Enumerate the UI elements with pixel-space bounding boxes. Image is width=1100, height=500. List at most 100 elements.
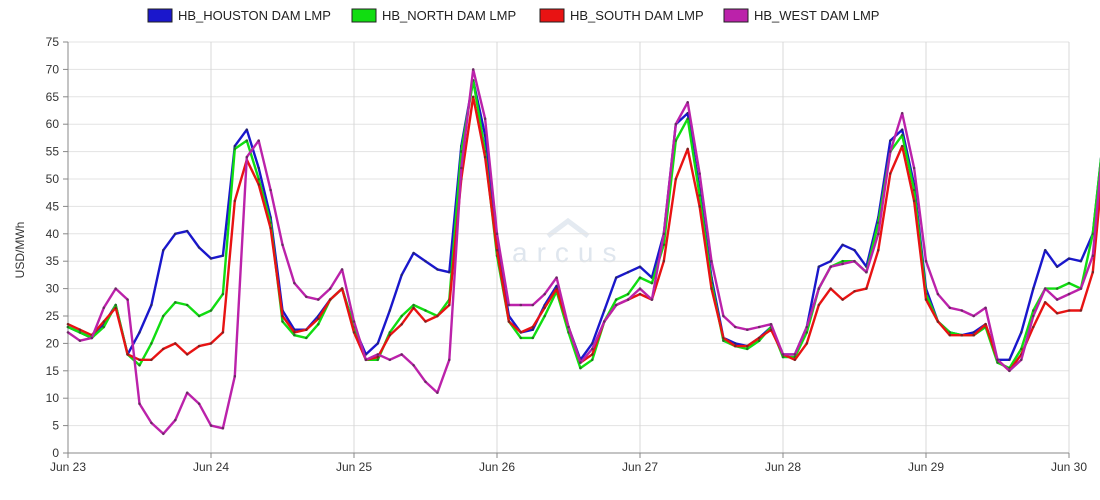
data-point[interactable] — [150, 342, 153, 345]
data-point[interactable] — [78, 331, 82, 334]
data-point[interactable] — [793, 358, 797, 362]
data-point[interactable] — [710, 287, 713, 290]
data-point[interactable] — [424, 380, 427, 384]
data-point[interactable] — [293, 333, 296, 337]
data-point[interactable] — [162, 347, 165, 351]
data-point[interactable] — [1020, 331, 1023, 334]
data-point[interactable] — [650, 281, 654, 285]
series-line[interactable] — [66, 95, 1100, 385]
data-point[interactable] — [245, 155, 249, 159]
data-point[interactable] — [757, 336, 761, 340]
data-point[interactable] — [78, 328, 82, 332]
data-point[interactable] — [257, 177, 261, 181]
data-point[interactable] — [722, 314, 725, 318]
data-point[interactable] — [1091, 254, 1095, 257]
data-point[interactable] — [209, 424, 213, 427]
data-point[interactable] — [543, 306, 546, 310]
data-point[interactable] — [1067, 257, 1071, 260]
data-point[interactable] — [674, 177, 678, 181]
data-point[interactable] — [781, 355, 785, 359]
data-point[interactable] — [841, 259, 844, 263]
data-point[interactable] — [317, 317, 320, 321]
data-point[interactable] — [185, 303, 189, 307]
data-point[interactable] — [197, 402, 201, 406]
data-point[interactable] — [221, 254, 225, 257]
data-point[interactable] — [400, 273, 404, 277]
data-point[interactable] — [293, 331, 296, 334]
data-point[interactable] — [531, 325, 535, 329]
data-point[interactable] — [197, 246, 201, 249]
data-point[interactable] — [257, 139, 261, 142]
data-point[interactable] — [162, 432, 165, 436]
data-point[interactable] — [591, 353, 594, 356]
data-point[interactable] — [865, 270, 868, 274]
data-point[interactable] — [591, 358, 594, 362]
data-point[interactable] — [900, 128, 904, 131]
data-point[interactable] — [1055, 265, 1059, 269]
data-point[interactable] — [221, 427, 225, 430]
data-point[interactable] — [412, 303, 415, 307]
data-point[interactable] — [829, 265, 832, 269]
data-point[interactable] — [1020, 358, 1023, 362]
data-point[interactable] — [996, 358, 999, 362]
data-point[interactable] — [483, 155, 487, 159]
data-point[interactable] — [436, 268, 439, 271]
data-point[interactable] — [66, 325, 70, 329]
data-point[interactable] — [150, 421, 153, 425]
legend-item[interactable]: HB_NORTH DAM LMP — [351, 8, 516, 23]
data-point[interactable] — [340, 268, 344, 271]
data-point[interactable] — [305, 336, 308, 340]
data-point[interactable] — [197, 344, 201, 348]
data-point[interactable] — [66, 331, 70, 334]
data-point[interactable] — [138, 402, 141, 406]
data-point[interactable] — [364, 358, 368, 362]
data-point[interactable] — [710, 259, 713, 263]
data-point[interactable] — [400, 322, 404, 326]
data-point[interactable] — [662, 243, 666, 247]
data-point[interactable] — [698, 205, 701, 208]
data-point[interactable] — [650, 298, 654, 301]
data-point[interactable] — [519, 331, 523, 334]
data-point[interactable] — [1091, 232, 1095, 236]
data-point[interactable] — [174, 418, 177, 422]
data-point[interactable] — [150, 358, 153, 362]
data-point[interactable] — [626, 298, 630, 301]
data-point[interactable] — [388, 358, 392, 362]
data-point[interactable] — [436, 314, 439, 318]
data-point[interactable] — [924, 259, 928, 263]
data-point[interactable] — [841, 243, 844, 247]
data-point[interactable] — [1032, 309, 1035, 312]
data-point[interactable] — [757, 339, 761, 343]
data-point[interactable] — [841, 298, 844, 301]
data-point[interactable] — [209, 257, 213, 260]
data-point[interactable] — [531, 336, 535, 340]
data-point[interactable] — [114, 287, 117, 290]
data-point[interactable] — [1055, 287, 1059, 290]
data-point[interactable] — [388, 333, 392, 337]
data-point[interactable] — [1091, 270, 1095, 274]
data-point[interactable] — [150, 303, 153, 307]
data-point[interactable] — [674, 122, 678, 126]
data-point[interactable] — [436, 391, 439, 395]
data-point[interactable] — [829, 259, 832, 263]
data-point[interactable] — [66, 322, 70, 326]
data-point[interactable] — [1043, 287, 1047, 290]
data-point[interactable] — [912, 199, 916, 203]
data-point[interactable] — [1055, 312, 1059, 315]
data-point[interactable] — [746, 347, 749, 351]
data-point[interactable] — [269, 188, 272, 192]
data-point[interactable] — [126, 298, 129, 301]
data-point[interactable] — [174, 342, 177, 345]
data-point[interactable] — [209, 309, 213, 312]
data-point[interactable] — [340, 287, 344, 290]
data-point[interactable] — [126, 353, 129, 356]
data-point[interactable] — [400, 314, 404, 318]
data-point[interactable] — [603, 309, 606, 312]
data-point[interactable] — [448, 358, 451, 362]
data-point[interactable] — [746, 344, 749, 348]
data-point[interactable] — [1032, 287, 1035, 290]
data-point[interactable] — [662, 232, 666, 236]
data-point[interactable] — [912, 188, 916, 192]
data-point[interactable] — [460, 150, 463, 153]
data-point[interactable] — [1043, 248, 1047, 252]
